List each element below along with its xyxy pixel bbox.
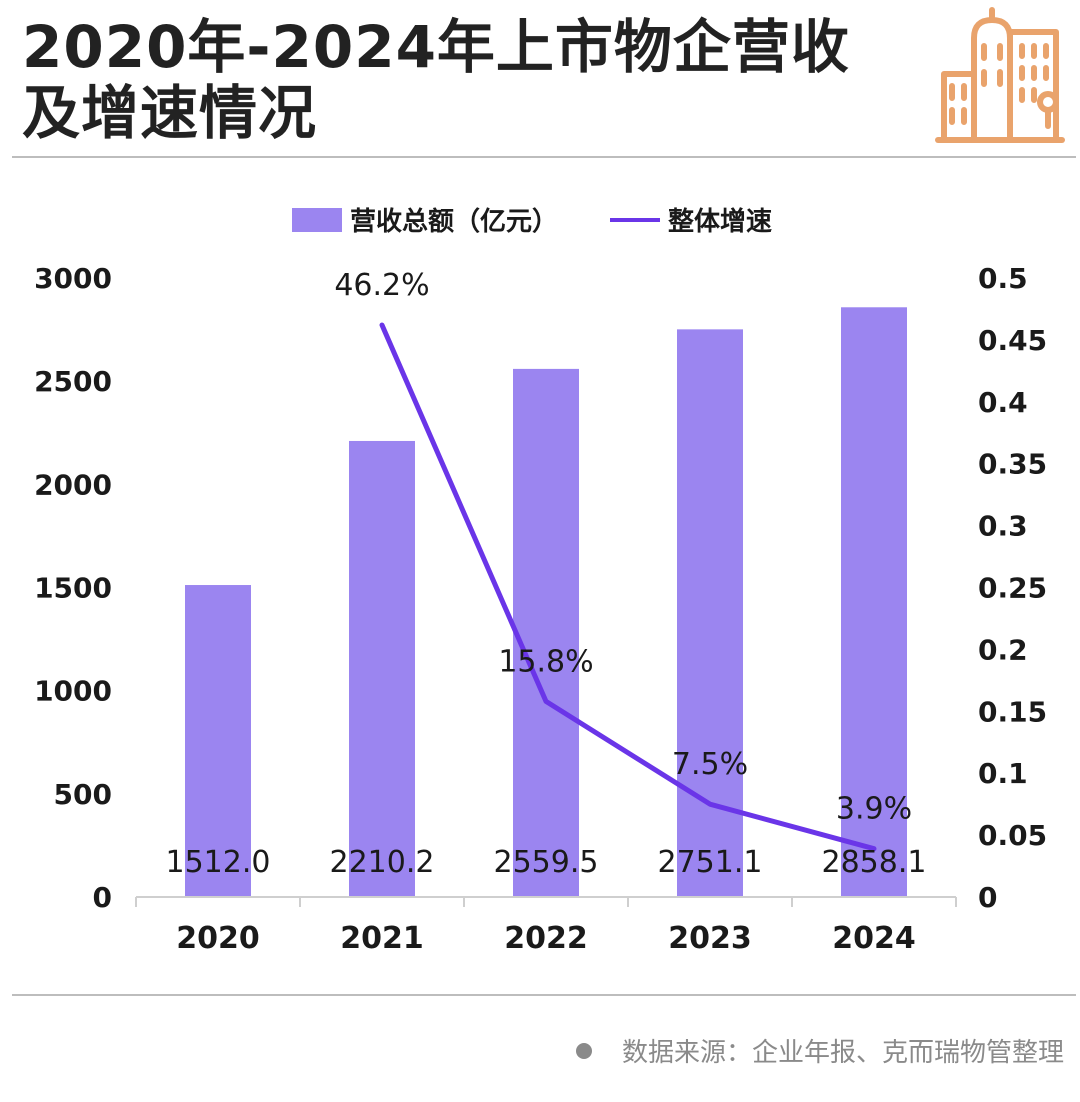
legend-label-revenue: 营收总额（亿元） bbox=[350, 207, 558, 237]
revenue-value-label: 1512.0 bbox=[166, 845, 271, 880]
x-tick-label: 2022 bbox=[504, 921, 588, 956]
revenue-bar bbox=[841, 307, 907, 897]
y-right-tick-label: 0 bbox=[978, 881, 997, 914]
x-tick-label: 2020 bbox=[176, 921, 260, 956]
revenue-value-label: 2751.1 bbox=[658, 845, 763, 880]
revenue-bar bbox=[185, 585, 251, 897]
x-tick-label: 2024 bbox=[832, 921, 916, 956]
y-axis-right: 0 0.05 0.1 0.15 0.2 0.25 0.3 0.35 0.4 0.45 0.5 bbox=[978, 262, 1047, 914]
x-tick-label: 2023 bbox=[668, 921, 752, 956]
revenue-value-label: 2858.1 bbox=[822, 845, 927, 880]
revenue-growth-chart: 营收总额（亿元） 整体增速 0 500 1000 1500 2000 2500 3000 0… bbox=[34, 206, 1047, 956]
legend-label-growth: 整体增速 bbox=[668, 206, 772, 237]
y-right-tick-label: 0.5 bbox=[978, 262, 1028, 295]
growth-value-label: 7.5% bbox=[672, 747, 748, 782]
page-title: 2020年-2024年上市物企营收及增速情况 bbox=[22, 13, 850, 147]
y-right-tick-label: 0.05 bbox=[978, 819, 1047, 852]
y-axis-left: 0 500 1000 1500 2000 2500 3000 bbox=[34, 262, 112, 914]
revenue-data-labels: 1512.0 2210.2 2559.5 2751.1 2858.1 bbox=[166, 845, 927, 880]
revenue-value-label: 2210.2 bbox=[330, 845, 435, 880]
building-icon bbox=[935, 7, 1065, 143]
revenue-value-label: 2559.5 bbox=[494, 845, 599, 880]
legend-swatch-revenue bbox=[292, 208, 342, 232]
y-left-tick-label: 3000 bbox=[34, 262, 112, 295]
y-right-tick-label: 0.2 bbox=[978, 633, 1028, 666]
bullet-dot-icon bbox=[575, 1042, 592, 1059]
source-text: 数据来源：企业年报、克而瑞物管整理 bbox=[621, 1038, 1064, 1068]
growth-value-label: 3.9% bbox=[836, 792, 912, 827]
y-left-tick-label: 1500 bbox=[34, 572, 112, 605]
y-left-tick-label: 0 bbox=[93, 881, 112, 914]
y-right-tick-label: 0.25 bbox=[978, 572, 1047, 605]
growth-line bbox=[379, 322, 877, 852]
y-right-tick-label: 0.15 bbox=[978, 695, 1047, 728]
revenue-bars bbox=[185, 307, 907, 898]
growth-line-series bbox=[379, 322, 877, 852]
y-left-tick-label: 2000 bbox=[34, 468, 112, 501]
x-tick-label: 2021 bbox=[340, 921, 424, 956]
y-right-tick-label: 0.35 bbox=[978, 448, 1047, 481]
y-right-tick-label: 0.3 bbox=[978, 510, 1028, 543]
x-axis: 2020 2021 2022 2023 2024 bbox=[135, 896, 957, 956]
growth-value-label: 46.2% bbox=[334, 268, 429, 303]
y-right-tick-label: 0.1 bbox=[978, 757, 1028, 790]
y-left-tick-label: 1000 bbox=[34, 675, 112, 708]
revenue-bar bbox=[349, 440, 415, 897]
title-divider bbox=[12, 156, 1076, 158]
revenue-bar bbox=[513, 368, 579, 897]
growth-value-label: 15.8% bbox=[498, 644, 593, 679]
y-right-tick-label: 0.45 bbox=[978, 324, 1047, 357]
growth-data-labels: 46.2% 15.8% 7.5% 3.9% bbox=[334, 268, 912, 827]
footer-divider bbox=[12, 994, 1076, 996]
y-left-tick-label: 500 bbox=[54, 778, 112, 811]
source-note: 数据来源：企业年报、克而瑞物管整理 bbox=[575, 1032, 1064, 1069]
chart-legend: 营收总额（亿元） 整体增速 bbox=[292, 206, 772, 237]
y-right-tick-label: 0.4 bbox=[978, 386, 1028, 419]
y-left-tick-label: 2500 bbox=[34, 365, 112, 398]
